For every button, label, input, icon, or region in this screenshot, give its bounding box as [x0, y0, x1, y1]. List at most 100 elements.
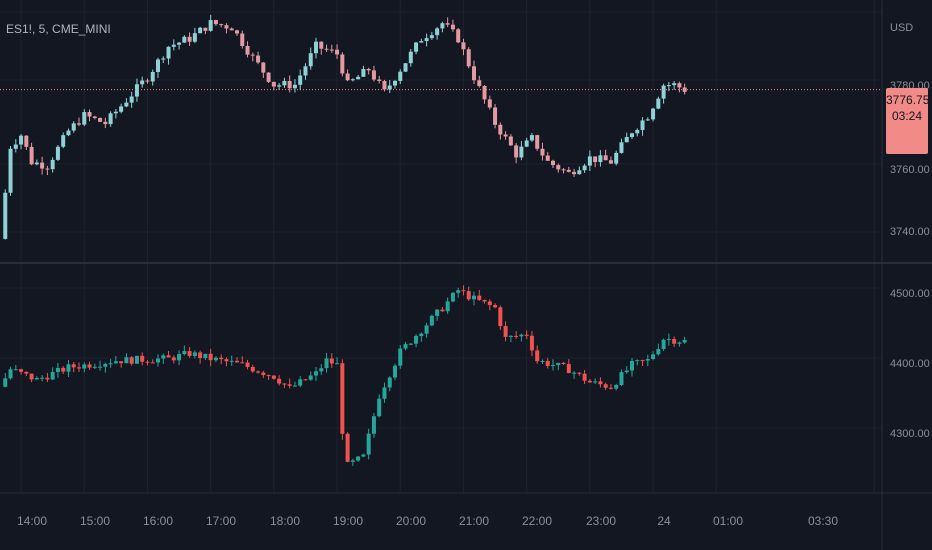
es-candle-34	[182, 36, 187, 43]
es-candle-80	[424, 38, 429, 42]
es-candle-125	[661, 85, 666, 99]
es-candle-48	[256, 55, 261, 63]
es-candle-127	[672, 83, 677, 86]
es-candle-99	[524, 140, 529, 147]
sub-candle-60	[319, 368, 324, 372]
sub-candle-73	[387, 377, 392, 388]
es-candle-8	[45, 168, 50, 170]
sub-candle-86	[456, 290, 461, 293]
es-candle-108	[572, 171, 577, 175]
time-label-7: 21:00	[458, 514, 490, 528]
sub-candle-0	[3, 378, 8, 387]
sub-candle-12	[66, 364, 71, 372]
es-candle-78	[414, 42, 419, 52]
sub-candle-16	[87, 364, 92, 368]
bar-countdown: 03:24	[891, 109, 923, 123]
es-candle-31	[166, 46, 171, 59]
es-candle-84	[445, 23, 450, 25]
symbol-title[interactable]: ES1!, 5, CME_MINI	[6, 22, 111, 36]
sub-candle-126	[666, 339, 671, 341]
es-candle-89	[472, 66, 476, 81]
es-candle-60	[319, 41, 324, 49]
es-candle-23	[124, 102, 129, 107]
sub-candle-107	[566, 364, 571, 374]
es-candle-47	[250, 54, 255, 56]
es-candle-112	[593, 156, 598, 163]
es-candle-87	[461, 42, 466, 50]
sub-candle-4	[24, 371, 29, 374]
es-candle-10	[55, 146, 60, 160]
es-candle-106	[561, 169, 566, 171]
sub-candle-108	[572, 372, 577, 374]
sub-candle-78	[414, 336, 419, 344]
sub-candle-76	[403, 344, 408, 349]
es-candle-119	[630, 133, 634, 138]
sub-candle-119	[630, 360, 634, 371]
sub-candle-71	[377, 398, 382, 417]
sub-candle-31	[166, 355, 171, 358]
sub-candle-68	[361, 454, 366, 457]
sub-candle-43	[229, 360, 234, 362]
last-price-tag: 3776.75 03:24	[886, 88, 929, 154]
time-label-11: 01:00	[712, 514, 744, 528]
sub-candle-56	[298, 379, 303, 386]
es-candle-6	[34, 162, 39, 165]
sub-candle-19	[103, 364, 108, 367]
sub-candle-45	[240, 362, 245, 364]
es-candle-63	[335, 49, 340, 55]
sub-candle-120	[635, 360, 640, 362]
sub-candle-30	[161, 355, 166, 359]
sub-candle-75	[398, 348, 403, 366]
es-candle-111	[587, 156, 592, 166]
es-candle-68	[361, 68, 366, 77]
es-candle-90	[477, 80, 482, 86]
sub-candle-112	[593, 381, 598, 383]
es-candle-25	[134, 84, 139, 97]
sub-candle-115	[608, 387, 613, 389]
sub-candle-15	[82, 364, 87, 369]
es-candle-114	[603, 155, 608, 161]
sub-candle-47	[250, 366, 255, 372]
sub-candle-111	[587, 380, 592, 383]
sub-candle-8	[45, 377, 50, 380]
es-candle-44	[235, 30, 239, 34]
es-candle-115	[608, 160, 613, 164]
sub-candle-25	[134, 355, 139, 364]
sub-candle-123	[651, 354, 656, 360]
es-candle-61	[324, 48, 329, 50]
es-candle-57	[303, 66, 308, 76]
time-label-12: 03:30	[807, 514, 839, 528]
sub-candle-3	[19, 369, 24, 372]
sub-candle-113	[598, 381, 603, 385]
es-candle-50	[266, 72, 271, 82]
sub-candle-92	[487, 301, 492, 306]
sub-candle-33	[177, 354, 182, 361]
price-label-bottom-2: 4300.00	[890, 428, 930, 440]
sub-candle-38	[203, 353, 208, 359]
time-label-8: 22:00	[521, 514, 553, 528]
es-candle-82	[435, 28, 440, 36]
es-candle-18	[98, 118, 103, 122]
sub-candle-14	[77, 367, 81, 369]
sub-candle-90	[477, 295, 482, 300]
sub-candle-122	[645, 359, 650, 361]
sub-candle-101	[535, 350, 540, 362]
es-candle-86	[456, 29, 461, 43]
sub-candle-89	[472, 295, 476, 300]
es-candle-40	[213, 20, 218, 25]
es-candle-46	[245, 45, 250, 55]
sub-candle-121	[640, 360, 645, 362]
sub-candle-82	[435, 309, 440, 316]
sub-candle-24	[129, 357, 134, 364]
es-candle-97	[514, 145, 519, 158]
es-candle-62	[329, 49, 334, 51]
es-candle-117	[619, 142, 624, 153]
price-label-top-1: 3760.00	[890, 164, 930, 176]
es-candle-38	[203, 27, 208, 31]
sub-candle-94	[498, 307, 503, 327]
sub-candle-35	[187, 351, 192, 357]
sub-candle-49	[261, 372, 266, 376]
sub-candle-106	[561, 362, 566, 365]
sub-candle-13	[71, 364, 76, 368]
